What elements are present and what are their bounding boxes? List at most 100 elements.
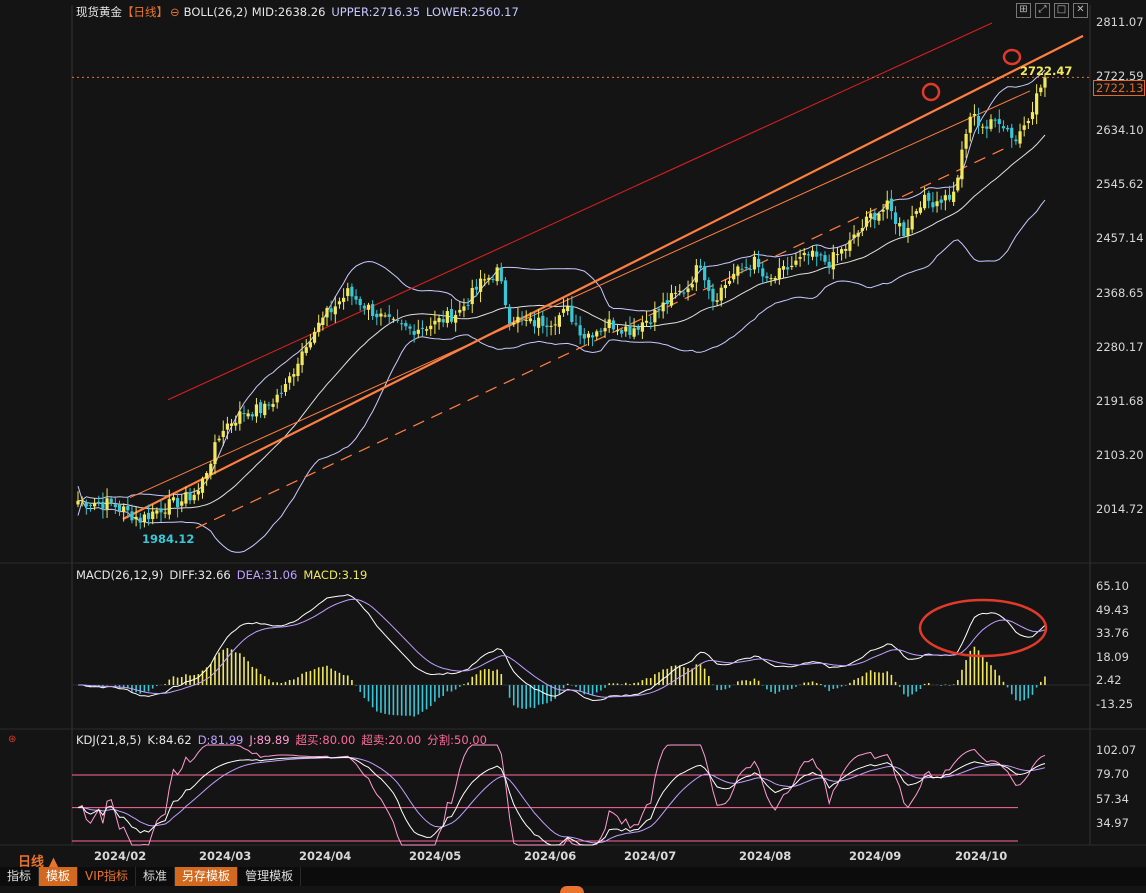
candle-body	[254, 404, 259, 417]
candle-body	[848, 240, 852, 251]
macd-tick-label: -13.25	[1096, 697, 1134, 711]
candle-body	[229, 423, 234, 426]
expand-icon[interactable]: ⤢	[1035, 3, 1050, 18]
candle-body	[1039, 87, 1043, 93]
candle-body	[781, 266, 786, 270]
candle-body	[557, 315, 561, 327]
macd-name: MACD(26,12,9)	[76, 568, 164, 582]
candle-body	[404, 323, 408, 327]
scroll-handle[interactable]	[560, 886, 584, 893]
candle-body	[690, 284, 694, 288]
candle-body	[520, 317, 524, 319]
grid-icon[interactable]: ⊞	[1016, 3, 1031, 18]
candle-body	[105, 498, 109, 510]
candle-body	[678, 290, 682, 292]
candle-body	[632, 328, 636, 337]
kdj-split: 分割:50.00	[427, 733, 487, 747]
maximize-icon[interactable]: □	[1054, 3, 1069, 18]
candle-body	[823, 255, 827, 262]
candle-body	[947, 194, 952, 200]
toolbar-button[interactable]: 指标	[0, 867, 40, 886]
period-label[interactable]: 【日线】	[122, 5, 168, 19]
candle-body	[134, 516, 138, 520]
candle-body	[827, 261, 831, 268]
candle-body	[586, 333, 591, 338]
candle-body	[981, 126, 985, 128]
candle-body	[744, 266, 748, 269]
boll-name: BOLL(26,2)	[183, 5, 248, 19]
candle-body	[914, 211, 918, 214]
candle-body	[304, 347, 308, 353]
candle-body	[906, 227, 910, 236]
candle-body	[661, 302, 665, 312]
period-tag[interactable]: 日线 ▲	[18, 855, 59, 870]
price-tick-label: 2280.17	[1096, 339, 1144, 354]
candle-body	[362, 305, 366, 309]
candle-body	[433, 320, 437, 325]
candle-body	[869, 213, 873, 218]
candle-body	[657, 308, 661, 311]
candle-body	[794, 260, 798, 265]
candle-body	[628, 325, 632, 335]
candle-body	[640, 322, 644, 332]
candle-body	[578, 325, 582, 336]
candle-body	[350, 286, 354, 297]
boll-mid: MID:2638.26	[251, 5, 326, 19]
candle-body	[246, 413, 250, 417]
candle-body	[732, 273, 736, 280]
candle-body	[943, 195, 947, 201]
candle-body	[221, 430, 225, 438]
toolbar-button[interactable]: 标准	[136, 867, 176, 886]
date-tick-label: 2024/08	[739, 849, 792, 863]
toolbar-button[interactable]: 管理模板	[238, 867, 302, 886]
candle-body	[719, 287, 723, 301]
candle-body	[748, 268, 752, 270]
kdj-name: KDJ(21,8,5)	[76, 733, 142, 747]
candle-body	[852, 234, 856, 239]
candle-body	[682, 292, 686, 294]
candle-body	[840, 249, 844, 254]
price-tick-label: 2545.62	[1096, 177, 1144, 192]
kdj-tick-label: 57.34	[1096, 791, 1129, 806]
kdj-j: J:89.89	[249, 733, 290, 747]
date-tick-label: 2024/02	[94, 849, 147, 863]
candle-body	[910, 215, 914, 230]
toolbar-button[interactable]: 模板	[39, 867, 79, 886]
candle-body	[885, 200, 889, 210]
candle-body	[462, 306, 466, 311]
candle-body	[151, 511, 155, 520]
candle-body	[250, 414, 254, 417]
candle-body	[624, 326, 628, 332]
highlight-circle	[921, 82, 941, 102]
candle-body	[445, 311, 449, 323]
candle-body	[296, 363, 300, 376]
boll-lower-line	[77, 199, 1046, 553]
candle-body	[491, 279, 495, 281]
date-tick-label: 2024/07	[624, 849, 677, 863]
candle-body	[408, 326, 412, 329]
candle-body	[395, 319, 400, 321]
kdj-marker-icon[interactable]: ⊛	[8, 734, 17, 745]
candle-body	[80, 500, 84, 502]
toolbar-button[interactable]: VIP指标	[78, 867, 137, 886]
highlight-circle	[1002, 48, 1022, 66]
toolbar-button[interactable]: 另存模板	[175, 867, 239, 886]
candle-body	[844, 248, 848, 251]
kdj-k: K:84.62	[147, 733, 192, 747]
candle-body	[599, 330, 603, 332]
candle-body	[964, 133, 968, 149]
close-icon[interactable]: ✕	[1073, 3, 1088, 18]
candle-body	[715, 300, 719, 302]
candle-body	[84, 502, 88, 507]
candle-body	[138, 517, 142, 523]
candle-body	[686, 288, 690, 293]
candle-body	[391, 318, 395, 320]
candle-body	[508, 306, 512, 324]
candle-body	[1018, 131, 1022, 144]
candle-body	[354, 296, 358, 300]
candle-body	[972, 114, 976, 116]
date-tick-label: 2024/10	[955, 849, 1008, 863]
candle-body	[196, 490, 200, 495]
settings-icon[interactable]: ⊖	[170, 5, 180, 19]
